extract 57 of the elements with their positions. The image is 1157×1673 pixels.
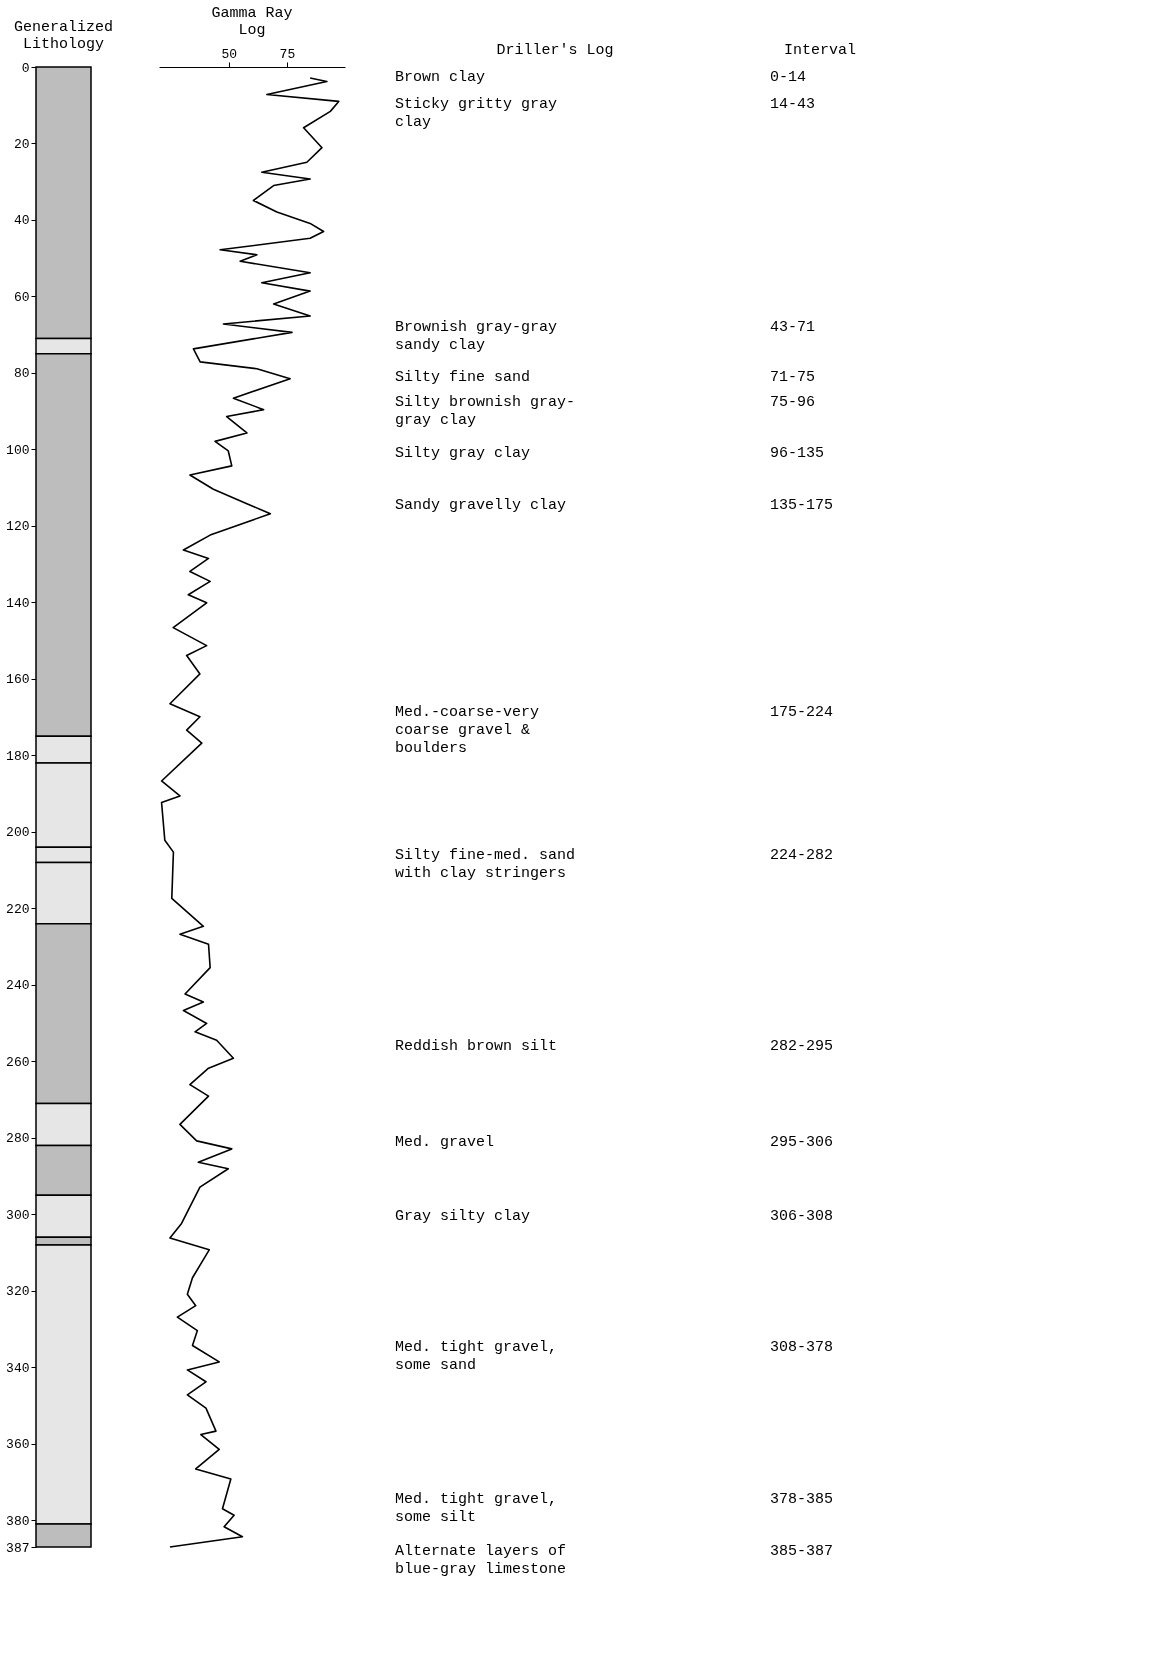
y-tick-label: 260 bbox=[6, 1054, 30, 1070]
x-tick-label: 50 bbox=[221, 46, 238, 62]
text: 75-96 bbox=[770, 394, 816, 412]
y-tick-label: 360 bbox=[6, 1437, 30, 1453]
y-tick-label: 300 bbox=[6, 1207, 30, 1223]
text: Gray silty clay bbox=[395, 1208, 531, 1226]
text: Med. tight gravel, some sand bbox=[395, 1338, 558, 1374]
text: Silty fine sand bbox=[395, 369, 531, 387]
text: Brown clay bbox=[395, 68, 486, 86]
text: 295-306 bbox=[770, 1134, 834, 1152]
text: Interval bbox=[783, 42, 857, 59]
text: Silty brownish gray- gray clay bbox=[395, 394, 576, 430]
text: 0-14 bbox=[770, 68, 807, 86]
text: Silty gray clay bbox=[395, 444, 531, 462]
y-tick-label: 387 bbox=[6, 1540, 30, 1556]
text: Brownish gray-gray sandy clay bbox=[395, 319, 558, 354]
y-tick-label: 240 bbox=[6, 978, 30, 994]
text: Alternate layers of blue-gray limestone bbox=[395, 1542, 567, 1578]
text: Silty fine-med. sand with clay stringers bbox=[395, 847, 576, 883]
text: Sandy gravelly clay bbox=[395, 496, 567, 514]
y-tick-label: 100 bbox=[6, 442, 30, 458]
y-tick-label: 20 bbox=[13, 136, 30, 152]
chart-title: Gamma Ray Log bbox=[211, 5, 293, 39]
text: Med. gravel bbox=[395, 1134, 495, 1152]
y-tick-label: 180 bbox=[6, 748, 30, 764]
text: Reddish brown silt bbox=[395, 1038, 558, 1056]
y-tick-label: 0 bbox=[21, 60, 30, 76]
text: 385-387 bbox=[770, 1542, 834, 1560]
text: 43-71 bbox=[770, 319, 816, 336]
text: 378-385 bbox=[770, 1491, 834, 1509]
text: Med. tight gravel, some silt bbox=[395, 1491, 558, 1527]
text: 14-43 bbox=[770, 95, 816, 113]
text: 282-295 bbox=[770, 1038, 834, 1056]
text: 308-378 bbox=[770, 1338, 834, 1356]
y-tick-label: 40 bbox=[13, 213, 30, 229]
y-tick-label: 160 bbox=[6, 672, 30, 688]
x-tick-label: 75 bbox=[279, 46, 296, 62]
y-tick-label: 140 bbox=[6, 595, 30, 611]
y-tick-label: 120 bbox=[6, 519, 30, 535]
text: 96-135 bbox=[770, 444, 825, 462]
text: Med.-coarse-very coarse gravel & boulders bbox=[395, 703, 540, 757]
y-tick-label: 280 bbox=[6, 1131, 30, 1147]
y-tick-label: 380 bbox=[6, 1513, 30, 1529]
text: 135-175 bbox=[770, 496, 834, 514]
y-tick-label: 80 bbox=[13, 366, 30, 382]
y-tick-label: 320 bbox=[6, 1284, 30, 1300]
y-tick-label: 340 bbox=[6, 1360, 30, 1376]
text: Driller's Log bbox=[496, 42, 614, 59]
text: 224-282 bbox=[770, 847, 834, 865]
y-tick-label: 220 bbox=[6, 901, 30, 917]
chart-title: Generalized Lithology bbox=[13, 19, 114, 53]
y-tick-label: 60 bbox=[13, 289, 30, 305]
text: 175-224 bbox=[770, 703, 834, 721]
text: 306-308 bbox=[770, 1208, 834, 1226]
text: Sticky gritty gray clay bbox=[395, 95, 558, 131]
text: 71-75 bbox=[770, 369, 816, 387]
y-tick-label: 200 bbox=[6, 825, 30, 841]
